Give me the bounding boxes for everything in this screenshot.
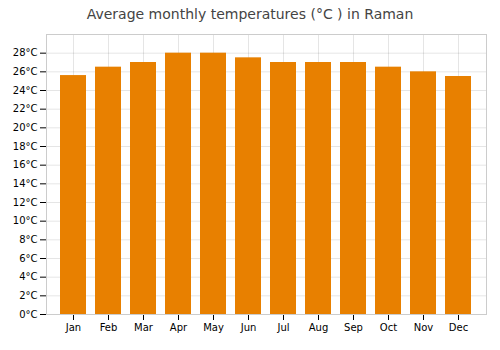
svg-text:12°C: 12°C xyxy=(13,197,38,208)
svg-text:4°C: 4°C xyxy=(19,271,37,282)
svg-text:Dec: Dec xyxy=(449,322,468,333)
svg-text:Sep: Sep xyxy=(344,322,363,333)
svg-text:14°C: 14°C xyxy=(13,178,38,189)
svg-text:Aug: Aug xyxy=(309,322,329,333)
svg-text:Jan: Jan xyxy=(65,322,81,333)
svg-text:20°C: 20°C xyxy=(13,122,38,133)
svg-text:2°C: 2°C xyxy=(19,290,37,301)
svg-text:Mar: Mar xyxy=(134,322,154,333)
svg-text:May: May xyxy=(203,322,224,333)
svg-text:18°C: 18°C xyxy=(13,141,38,152)
svg-text:Jun: Jun xyxy=(240,322,257,333)
svg-text:6°C: 6°C xyxy=(19,253,37,264)
svg-text:Oct: Oct xyxy=(380,322,397,333)
svg-text:Feb: Feb xyxy=(100,322,118,333)
svg-text:10°C: 10°C xyxy=(13,215,38,226)
html-text:Average monthly temperatures (: Average monthly temperatures (°C ) in Ra… xyxy=(86,6,414,22)
svg-text:24°C: 24°C xyxy=(13,85,38,96)
svg-text:8°C: 8°C xyxy=(19,234,37,245)
svg-text:26°C: 26°C xyxy=(13,66,38,77)
svg-text:0°C: 0°C xyxy=(19,309,37,320)
svg-text:Jul: Jul xyxy=(276,322,289,333)
svg-text:16°C: 16°C xyxy=(13,159,38,170)
svg-text:Apr: Apr xyxy=(170,322,188,333)
svg-text:Nov: Nov xyxy=(414,322,434,333)
svg-text:28°C: 28°C xyxy=(13,47,38,58)
svg-text:22°C: 22°C xyxy=(13,103,38,114)
